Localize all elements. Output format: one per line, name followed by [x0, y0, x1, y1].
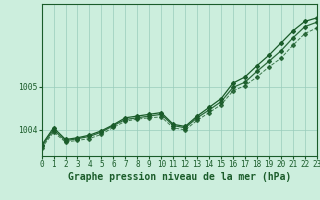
X-axis label: Graphe pression niveau de la mer (hPa): Graphe pression niveau de la mer (hPa) — [68, 172, 291, 182]
